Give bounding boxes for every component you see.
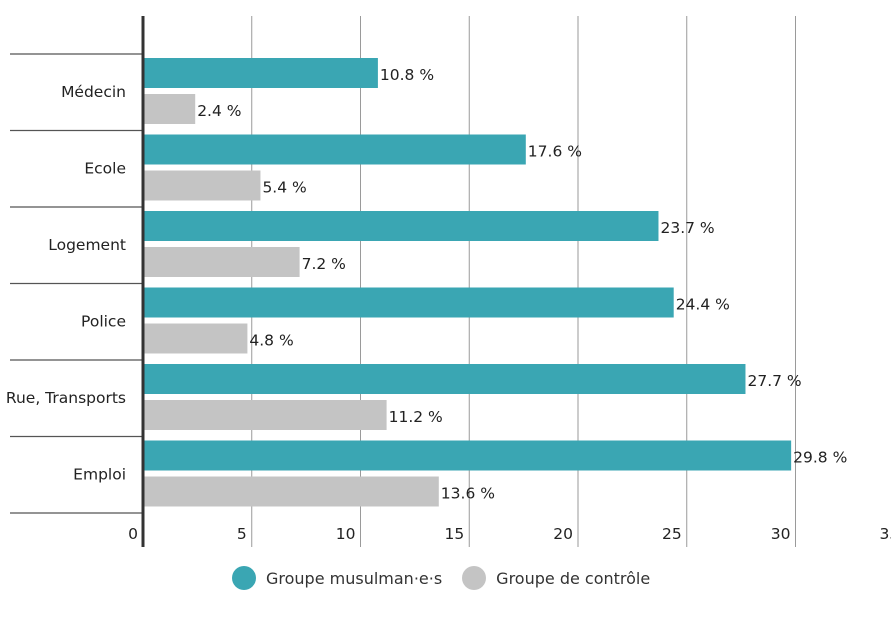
bar-control [143, 476, 439, 507]
category-label: Emploi [73, 466, 126, 484]
bar-control [143, 94, 196, 124]
x-tick-label: 25 [662, 525, 682, 543]
data-label: 10.8 % [380, 66, 434, 84]
bar-control [143, 170, 261, 201]
legend-label-control: Groupe de contrôle [496, 568, 651, 588]
bar-muslim [143, 287, 674, 318]
data-label: 17.6 % [528, 143, 582, 161]
bar-muslim [143, 211, 659, 241]
category-label: Rue, Transports [6, 389, 126, 407]
legend-swatch-muslim [232, 566, 256, 590]
x-tick-label: 35 [880, 525, 891, 543]
legend-label-muslim: Groupe musulman·e·s [266, 568, 443, 588]
category-label: Logement [48, 236, 126, 254]
category-label: Ecole [84, 160, 126, 178]
x-tick-label: 0 [128, 525, 138, 543]
data-label: 13.6 % [441, 485, 495, 503]
data-label: 2.4 % [197, 102, 241, 120]
data-label: 4.8 % [249, 332, 293, 350]
bar-muslim [143, 58, 378, 88]
bar-control [143, 323, 248, 354]
data-label: 5.4 % [262, 179, 306, 197]
x-tick-label: 10 [336, 525, 356, 543]
x-tick-label: 20 [553, 525, 573, 543]
x-tick-label: 5 [237, 525, 247, 543]
x-tick-label: 15 [445, 525, 465, 543]
data-label: 11.2 % [389, 408, 443, 426]
category-label: Médecin [61, 83, 126, 101]
data-label: 29.8 % [793, 449, 847, 467]
x-tick-label: 30 [771, 525, 791, 543]
data-label: 7.2 % [302, 255, 346, 273]
data-label: 23.7 % [660, 219, 714, 237]
bar-control [143, 247, 300, 277]
data-label: 24.4 % [676, 296, 730, 314]
legend: Groupe musulman·e·s Groupe de contrôle [232, 565, 670, 591]
bar-muslim [143, 134, 526, 165]
legend-item-muslim: Groupe musulman·e·s [232, 566, 442, 590]
category-label: Police [81, 313, 126, 331]
legend-swatch-control [462, 566, 487, 590]
bar-muslim [143, 440, 792, 471]
data-label: 27.7 % [747, 372, 801, 390]
bar-muslim [143, 364, 746, 394]
bar-control [143, 400, 387, 430]
legend-item-control: Groupe de contrôle [462, 566, 650, 590]
